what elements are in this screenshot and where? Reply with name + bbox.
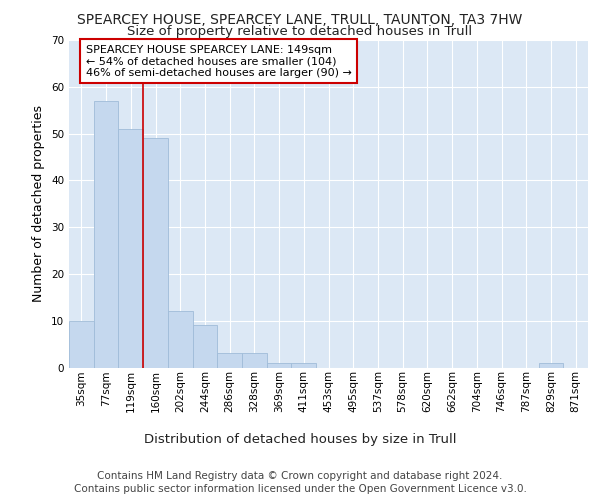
Bar (217, 354, 242, 368)
Text: Contains public sector information licensed under the Open Government Licence v3: Contains public sector information licen… (74, 484, 526, 494)
Bar (143, 138, 168, 368)
Bar (292, 363, 316, 368)
Bar (94, 101, 118, 367)
Text: SPEARCEY HOUSE SPEARCEY LANE: 149sqm
← 54% of detached houses are smaller (104)
: SPEARCEY HOUSE SPEARCEY LANE: 149sqm ← 5… (86, 44, 352, 78)
Bar (168, 312, 193, 368)
Text: SPEARCEY HOUSE, SPEARCEY LANE, TRULL, TAUNTON, TA3 7HW: SPEARCEY HOUSE, SPEARCEY LANE, TRULL, TA… (77, 12, 523, 26)
Text: Distribution of detached houses by size in Trull: Distribution of detached houses by size … (144, 432, 456, 446)
Bar (193, 326, 217, 368)
Bar (539, 363, 563, 368)
Bar (118, 129, 143, 368)
Bar (242, 354, 267, 368)
Text: Size of property relative to detached houses in Trull: Size of property relative to detached ho… (127, 25, 473, 38)
Bar (267, 363, 292, 368)
Text: Contains HM Land Registry data © Crown copyright and database right 2024.: Contains HM Land Registry data © Crown c… (97, 471, 503, 481)
Bar (69, 320, 94, 368)
Y-axis label: Number of detached properties: Number of detached properties (32, 106, 46, 302)
